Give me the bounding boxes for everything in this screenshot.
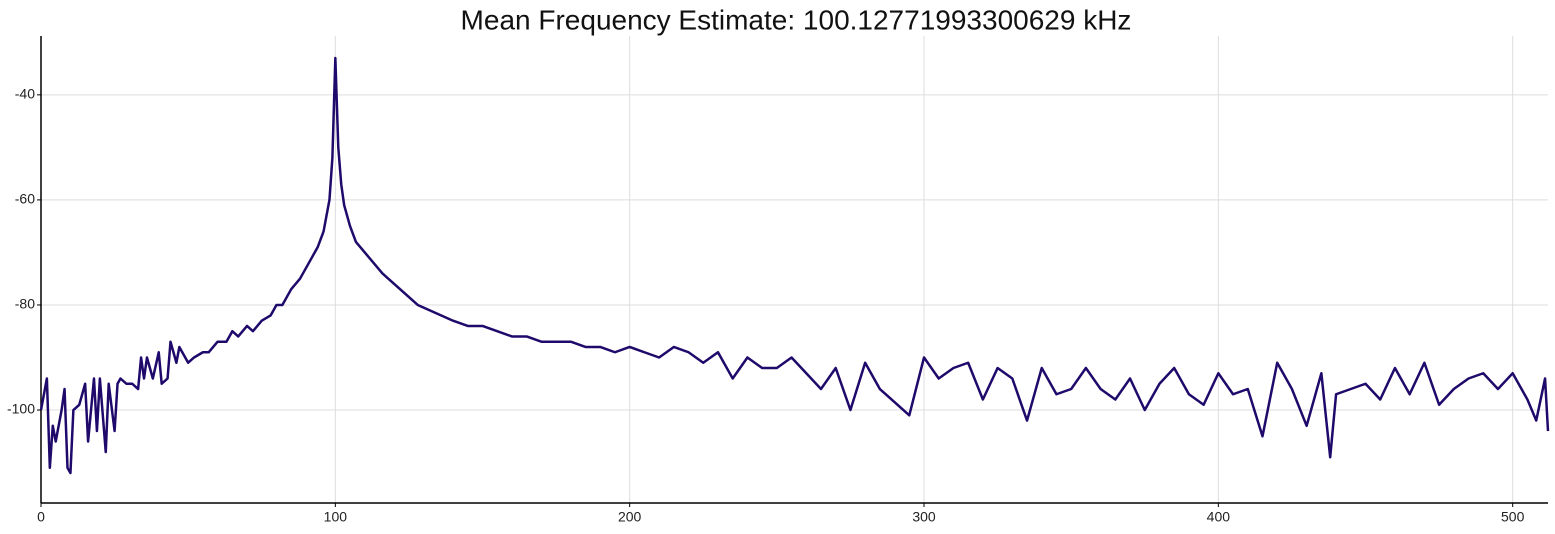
y-tick-label: -40 bbox=[15, 86, 35, 102]
x-tick-label: 400 bbox=[1207, 509, 1231, 525]
y-tick-label: -80 bbox=[15, 296, 35, 312]
x-tick-label: 0 bbox=[37, 509, 45, 525]
y-tick-label: -60 bbox=[15, 191, 35, 207]
chart-title: Mean Frequency Estimate: 100.12771993300… bbox=[461, 4, 1132, 35]
y-tick-label: -100 bbox=[7, 401, 35, 417]
x-tick-label: 200 bbox=[618, 509, 642, 525]
x-tick-label: 300 bbox=[912, 509, 936, 525]
x-tick-label: 500 bbox=[1501, 509, 1525, 525]
data-line bbox=[39, 56, 1550, 475]
x-tick-label: 100 bbox=[324, 509, 348, 525]
